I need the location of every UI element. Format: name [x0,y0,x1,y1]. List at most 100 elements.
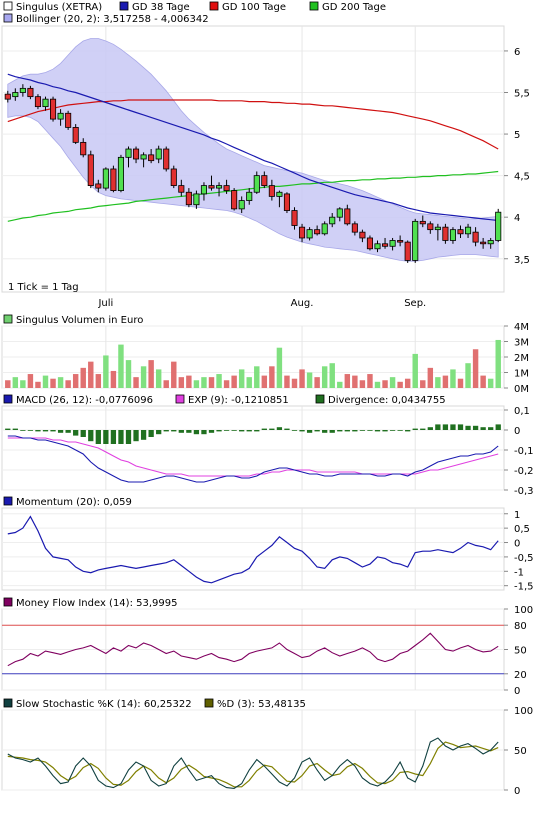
momentum-y-tick-label: 1 [514,510,520,521]
candle-body [231,190,238,210]
candle-body [314,229,321,235]
volume-bar [314,377,320,388]
price-legend-label: GD 200 Tage [322,2,386,13]
volume-bar [223,380,230,388]
price-legend-swatch [3,13,13,23]
candle-body [155,148,162,160]
volume-bar [367,374,373,388]
candle-body [321,223,328,235]
candle-body [27,87,34,98]
volume-y-tick-label: 0M [514,384,529,395]
divergence-bar [389,430,396,431]
volume-bar [487,378,494,388]
volume-y-tick-label: 3M [514,338,529,349]
volume-bar [276,347,283,388]
candle-body [449,229,456,241]
mfi-legend-label: Money Flow Index (14): 53,9995 [16,598,177,609]
candle-body [261,175,268,187]
candle-body [291,210,298,226]
candle-body [42,98,49,108]
divergence-bar [382,430,388,432]
divergence-bar [42,430,49,432]
volume-bar [103,355,109,388]
volume-bar [450,369,456,388]
stochastic-legend-swatch [3,698,13,708]
divergence-bar [231,430,237,431]
volume-bar [254,366,260,388]
momentum-legend-swatch [3,496,13,506]
volume-bar [27,374,34,388]
candle-body [19,87,26,93]
volume-bar [57,377,64,388]
volume-bar [186,375,192,388]
divergence-bar [420,428,426,430]
divergence-bar [171,430,177,432]
stoch-k-line [7,737,499,789]
divergence-bar [427,427,433,430]
candle-body [95,183,102,189]
macd-legend-label: MACD (26, 12): -0,0776096 [16,395,153,406]
volume-bar [42,375,49,388]
divergence-bar [291,430,298,431]
volume-bar [88,361,94,388]
candle-body [283,193,290,211]
candle-body [412,220,419,261]
volume-bar [457,378,464,388]
volume-bar [133,377,139,388]
volume-bar [5,380,11,388]
volume-bar [140,366,147,388]
candle-body [268,185,275,197]
candle-body [216,185,223,189]
candle-body [170,168,177,187]
volume-bar [435,377,441,388]
candle-body [359,231,366,239]
divergence-bar [405,430,411,432]
x-axis-label: Aug. [291,298,314,309]
volume-bar [374,381,381,388]
candle-body [72,127,79,143]
price-legend-swatch [209,1,219,11]
divergence-bar [374,430,381,432]
volume-bar [329,363,335,388]
divergence-bar [261,428,267,430]
divergence-bar [20,430,26,431]
candle-body [434,226,441,231]
divergence-bar [148,430,154,437]
volume-bar [420,380,426,388]
tick-note: 1 Tick = 1 Tag [8,282,79,293]
volume-bar [442,375,449,388]
divergence-bar [50,430,56,432]
exp-line [7,437,499,477]
divergence-bar [442,424,449,430]
stochastic-y-tick-label: 100 [514,706,533,717]
candle-body [50,98,57,120]
price-y-tick-label: 4,5 [514,172,530,183]
price-legend-label: GD 38 Tage [132,2,190,13]
volume-bar [465,363,471,388]
divergence-bar [103,430,109,444]
divergence-bar [118,430,124,444]
candle-body [12,92,19,98]
divergence-bar [359,430,366,431]
divergence-bar [322,430,328,433]
momentum-legend-label: Momentum (20): 0,059 [16,497,132,508]
divergence-bar [344,430,350,432]
stochastic-legend-label: Slow Stochastic %K (14): 60,25322 [16,699,192,710]
candle-body [133,148,140,160]
volume-bar [299,369,305,388]
volume-bar [246,377,252,388]
divergence-bar [299,430,305,432]
candle-body [163,148,170,170]
divergence-bar [178,430,184,433]
divergence-bar [12,428,18,430]
divergence-bar [352,430,358,432]
stochastic-y-tick-label: 0 [514,786,520,797]
divergence-bar [480,427,486,430]
candle-body [178,185,185,193]
volume-y-tick-label: 4M [514,322,529,333]
volume-bar [95,374,102,388]
candle-body [389,240,396,247]
macd-y-tick-label: -0,3 [514,486,534,497]
volume-bar [12,377,19,388]
candle-body [110,168,117,191]
